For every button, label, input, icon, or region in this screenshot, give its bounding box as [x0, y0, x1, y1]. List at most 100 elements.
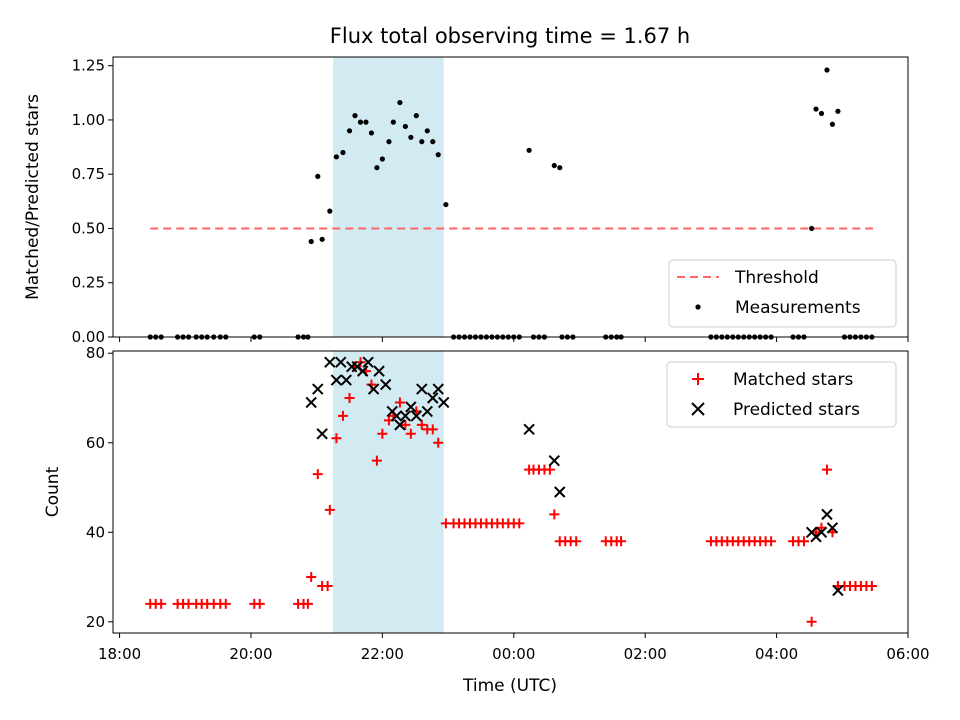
- measurement-point: [397, 99, 403, 106]
- measurement-point: [357, 119, 364, 125]
- matched-star-point: [344, 393, 355, 403]
- matched-star-point: [514, 518, 525, 529]
- measurement-point: [557, 165, 563, 171]
- x-tick-label: 00:00: [492, 645, 535, 663]
- predicted-star-point: [410, 410, 423, 422]
- predicted-star-point: [427, 392, 439, 404]
- predicted-star-point: [405, 401, 417, 413]
- y-tick-label: 1.00: [72, 111, 105, 129]
- matched-star-point: [616, 536, 627, 547]
- measurement-point: [327, 208, 333, 214]
- matched-star-point: [220, 598, 231, 609]
- predicted-star-point: [356, 365, 369, 377]
- predicted-star-point: [312, 383, 324, 395]
- axes-frame: [112, 350, 909, 634]
- y-tick-label: 0.75: [72, 165, 105, 183]
- measurement-point: [333, 154, 339, 160]
- y-tick-label: 1.25: [72, 57, 105, 75]
- x-tick-label: 04:00: [755, 645, 798, 663]
- legend-predicted-swatch: [691, 402, 705, 416]
- y-tick-label: 0.25: [72, 274, 105, 292]
- predicted-star-point: [399, 410, 412, 422]
- y-tick-label: 80: [86, 344, 105, 362]
- predicted-star-point: [421, 405, 433, 418]
- matched-star-point: [866, 581, 877, 591]
- predicted-star-point: [379, 378, 392, 391]
- matched-star-point: [331, 433, 342, 444]
- matched-star-point: [798, 536, 809, 547]
- x-tick-label: 06:00: [886, 645, 929, 663]
- axes-frame: [112, 56, 909, 338]
- matched-star-point: [254, 598, 265, 609]
- measurement-point: [408, 134, 414, 140]
- x-axis-label: Time (UTC): [462, 676, 557, 696]
- measurement-point: [835, 108, 841, 114]
- measurement-point: [551, 162, 557, 169]
- matched-star-point: [571, 536, 582, 547]
- matched-star-point: [337, 410, 348, 421]
- measurement-point: [374, 165, 380, 171]
- matched-star-point: [416, 419, 427, 430]
- predicted-star-point: [523, 423, 535, 436]
- matched-star-point: [405, 428, 416, 439]
- matched-star-point: [433, 437, 444, 448]
- measurement-point: [813, 106, 819, 112]
- measurement-point: [319, 236, 325, 242]
- y-tick-label: 40: [86, 523, 105, 541]
- measurement-point: [443, 201, 449, 208]
- measurement-point: [829, 121, 836, 127]
- matched-star-point: [427, 424, 438, 435]
- predicted-star-point: [373, 365, 385, 377]
- measurement-point: [809, 225, 815, 232]
- bottom-panel: 20 40 60 80 18:00 20:00 22:00 00:00 02:00 04:00 06…: [43, 344, 930, 663]
- predicted-star-point: [340, 374, 352, 386]
- matched-star-point: [821, 464, 832, 475]
- matched-star-point: [324, 504, 335, 515]
- measurement-point: [424, 128, 430, 134]
- measurement-point: [435, 152, 441, 158]
- measurement-point: [352, 113, 358, 119]
- measurement-point: [818, 110, 825, 117]
- measurement-point: [346, 128, 353, 134]
- matched-star-point: [766, 536, 777, 547]
- matched-star-point: [312, 469, 323, 480]
- x-tick-label: 20:00: [229, 645, 272, 663]
- predicted-star-point: [554, 486, 566, 498]
- matched-star-point: [394, 397, 405, 408]
- predicted-star-point: [826, 522, 839, 534]
- legend-measurements-swatch: [695, 304, 701, 310]
- predicted-star-point: [362, 356, 374, 368]
- matched-star-point: [400, 419, 411, 430]
- matched-star-point: [302, 598, 313, 609]
- predicted-star-point: [548, 454, 561, 467]
- predicted-star-point: [832, 584, 844, 597]
- measurement-point: [363, 119, 369, 125]
- measurement-point: [340, 149, 346, 156]
- shaded-interval: [333, 57, 444, 337]
- measurement-point: [308, 238, 314, 245]
- matched-star-point: [806, 616, 817, 627]
- y-tick-label: 0.00: [72, 328, 105, 346]
- predicted-star-point: [394, 419, 406, 431]
- matched-star-point: [549, 509, 560, 520]
- legend: Threshold Measurements: [668, 259, 897, 328]
- measurement-point: [390, 119, 396, 125]
- measurement-point: [368, 130, 375, 136]
- predicted-star-point: [330, 374, 343, 386]
- count-axis-label: Count: [43, 466, 63, 517]
- top-panel: 0.00 0.25 0.50 0.75 1.00 1.25 Matched/Predicte…: [23, 56, 909, 346]
- measurement-point: [386, 139, 392, 145]
- x-tick-label: 22:00: [361, 645, 404, 663]
- legend-box: [666, 361, 897, 428]
- predicted-star-point: [305, 396, 317, 409]
- measurement-point: [379, 156, 385, 162]
- legend-predicted-label: Predicted stars: [733, 400, 860, 420]
- predicted-star-point: [316, 428, 328, 440]
- predicted-star-point: [821, 508, 833, 521]
- y-tick-label: 0.50: [72, 219, 105, 237]
- measurement-point: [526, 147, 532, 153]
- predicted-star-point: [324, 356, 336, 368]
- matched-star-point: [156, 598, 167, 609]
- measurement-point: [402, 123, 408, 130]
